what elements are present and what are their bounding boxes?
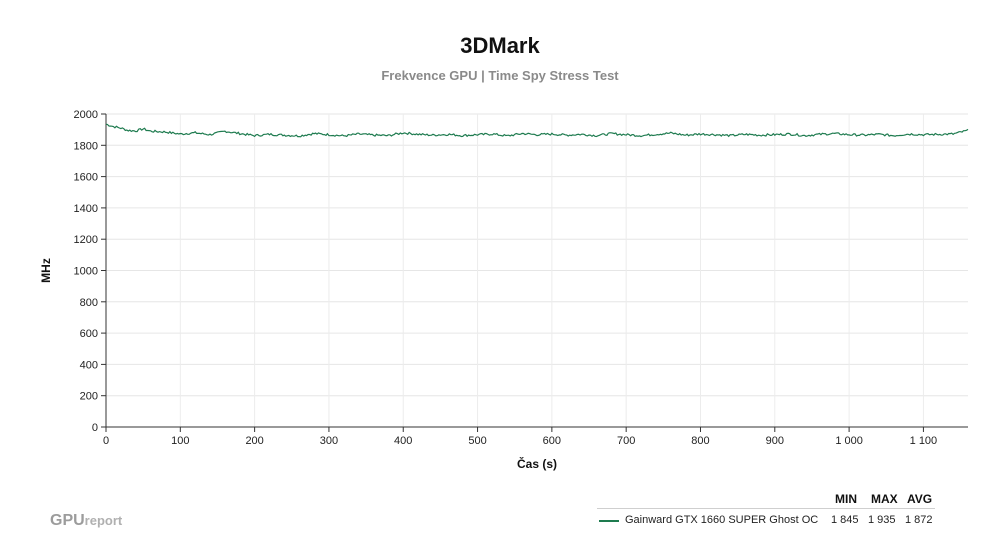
x-tick-label: 100: [171, 435, 189, 447]
legend-header-min: MIN: [835, 492, 857, 506]
y-tick-label: 1200: [74, 234, 98, 246]
y-tick-label: 1000: [74, 266, 98, 278]
x-tick-label: 300: [320, 435, 338, 447]
x-tick-label: 500: [468, 435, 486, 447]
brand-logo-strong: GPU: [50, 512, 85, 529]
legend-max-value: 1 935: [868, 514, 896, 526]
y-tick-label: 1600: [74, 172, 98, 184]
legend-separator: [597, 508, 935, 509]
y-tick-label: 200: [80, 391, 98, 403]
x-tick-label: 1 100: [910, 435, 938, 447]
x-tick-label: 600: [543, 435, 561, 447]
x-tick-label: 800: [691, 435, 709, 447]
axes: [101, 113, 968, 432]
y-tick-label: 1800: [74, 140, 98, 152]
legend-series-name: Gainward GTX 1660 SUPER Ghost OC: [625, 514, 819, 526]
y-axis-label: MHz: [39, 258, 53, 283]
series-line: [105, 123, 969, 138]
grid-lines: [105, 113, 968, 428]
legend-table: MIN MAX AVG Gainward GTX 1660 SUPER Ghos…: [597, 492, 937, 532]
y-tick-label: 800: [80, 297, 98, 309]
x-tick-label: 200: [245, 435, 263, 447]
brand-logo-light: report: [84, 513, 123, 528]
tick-labels: 0 200 400 600 800 1000 1200 1400 1600 1800 2000 0 10…: [74, 109, 938, 447]
legend-min-value: 1 845: [831, 514, 859, 526]
y-tick-label: 2000: [74, 109, 98, 121]
x-tick-label: 900: [766, 435, 784, 447]
series-lines: [105, 123, 969, 138]
x-tick-label: 400: [394, 435, 412, 447]
y-tick-label: 600: [80, 328, 98, 340]
x-axis-label: Čas (s): [517, 456, 557, 471]
chart-subtitle: Frekvence GPU | Time Spy Stress Test: [381, 68, 619, 83]
chart-title: 3DMark: [460, 33, 540, 58]
legend-avg-value: 1 872: [905, 514, 933, 526]
y-tick-label: 400: [80, 359, 98, 371]
legend-header-max: MAX: [871, 492, 898, 506]
y-tick-label: 1400: [74, 203, 98, 215]
brand-logo: GPUreport: [50, 512, 122, 530]
x-tick-label: 1 000: [835, 435, 863, 447]
legend-header-avg: AVG: [907, 492, 933, 506]
legend-swatch: [599, 520, 619, 522]
x-tick-label: 700: [617, 435, 635, 447]
x-tick-label: 0: [103, 435, 109, 447]
y-tick-label: 0: [92, 422, 98, 434]
